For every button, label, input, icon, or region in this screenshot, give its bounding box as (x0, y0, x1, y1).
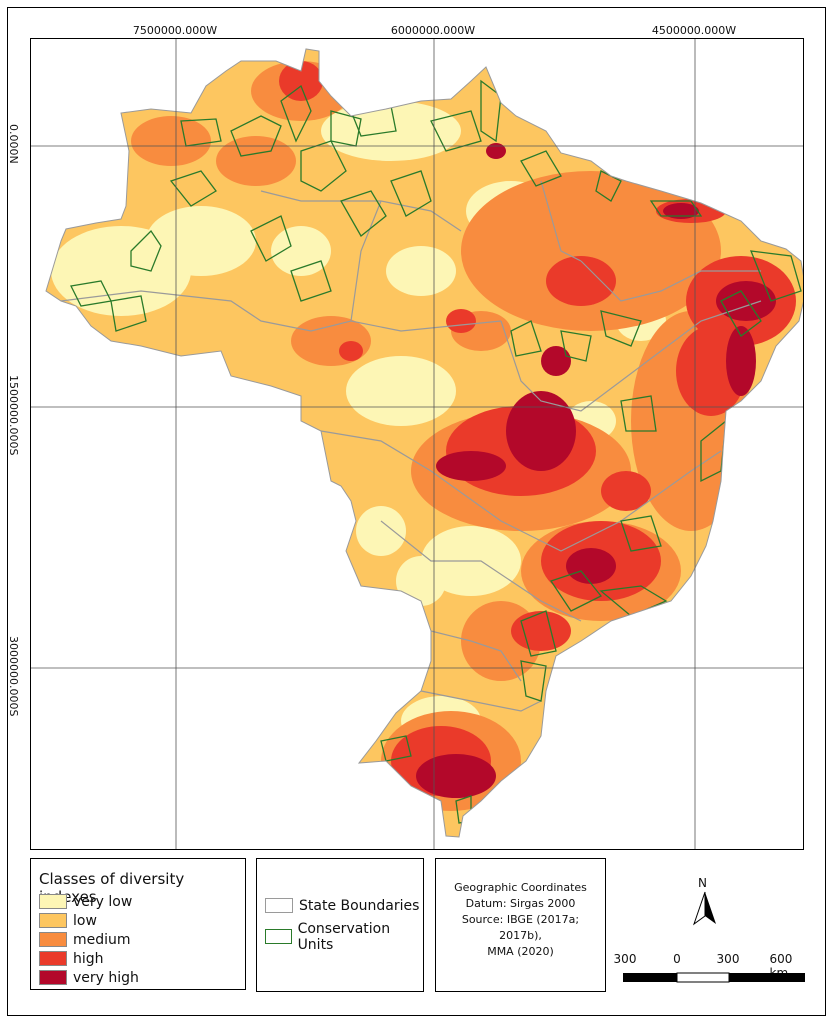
legend-title: Classes of diversity indexes (39, 870, 185, 906)
map-frame (7, 7, 826, 1016)
legend-item-low: low (39, 912, 97, 929)
scale-label: 0 (673, 952, 681, 966)
source-line: MMA (2020) (487, 945, 554, 958)
north-label: N (698, 876, 707, 890)
legend-diversity-classes: Classes of diversity indexes very low lo… (30, 858, 246, 990)
swatch-low (39, 913, 67, 928)
north-arrow-icon (693, 891, 716, 926)
scale-label: 300 (716, 952, 740, 966)
grid-label-left-2: 1500000.000S (7, 375, 20, 456)
swatch-high (39, 951, 67, 966)
legend-label: very high (73, 969, 139, 986)
source-line: Geographic Coordinates (454, 881, 587, 894)
scale-label: 300 (613, 952, 637, 966)
source-note: Geographic Coordinates Datum: Sirgas 200… (435, 858, 606, 992)
conservation-units (70, 79, 802, 824)
grid-label-left-1: 0.000N (7, 124, 20, 164)
source-line: 2017b), (499, 929, 542, 942)
swatch-very-high (39, 970, 67, 985)
source-line: Source: IBGE (2017a; (461, 913, 580, 926)
swatch-state-boundaries (265, 898, 293, 913)
legend-label: very low (73, 893, 133, 910)
legend-item-conservation-units: Conservation Units (265, 921, 423, 953)
legend-label: medium (73, 931, 131, 948)
grid-label-top-2: 6000000.000W (390, 24, 476, 37)
legend-item-very-high: very high (39, 969, 139, 986)
legend-label: State Boundaries (299, 897, 420, 914)
legend-item-high: high (39, 950, 104, 967)
state-boundaries (60, 180, 762, 712)
grid-label-top-3: 4500000.000W (651, 24, 737, 37)
graticule (31, 39, 803, 849)
scale-bar (623, 972, 805, 983)
grid-label-left-3: 3000000.000S (7, 636, 20, 717)
legend-layers: State Boundaries Conservation Units (256, 858, 424, 992)
legend-item-medium: medium (39, 931, 131, 948)
grid-label-top-1: 7500000.000W (132, 24, 218, 37)
legend-label: Conservation Units (297, 920, 391, 953)
legend-label: low (73, 912, 97, 929)
legend-item-state-boundaries: State Boundaries (265, 897, 419, 914)
swatch-medium (39, 932, 67, 947)
swatch-very-low (39, 894, 67, 909)
map-panel[interactable] (30, 38, 804, 850)
source-line: Datum: Sirgas 2000 (465, 897, 576, 910)
legend-item-very-low: very low (39, 893, 132, 910)
swatch-conservation-units (265, 929, 292, 944)
diversity-map (31, 39, 803, 849)
legend-label: high (73, 950, 104, 967)
country-outline (45, 48, 803, 838)
